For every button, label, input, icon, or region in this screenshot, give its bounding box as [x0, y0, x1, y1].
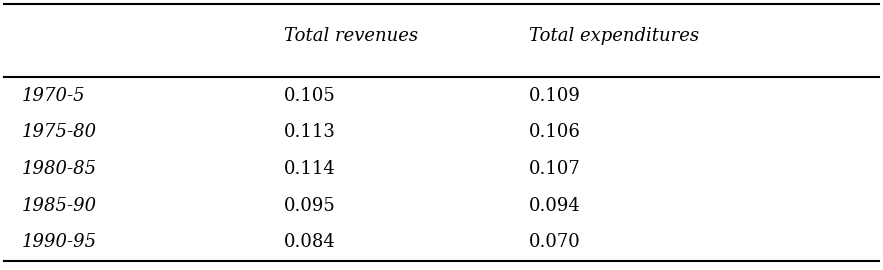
- Text: 0.084: 0.084: [284, 233, 336, 251]
- Text: Total revenues: Total revenues: [284, 26, 419, 45]
- Text: 1990-95: 1990-95: [22, 233, 97, 251]
- Text: 1975-80: 1975-80: [22, 123, 97, 141]
- Text: 0.113: 0.113: [284, 123, 336, 141]
- Text: 1985-90: 1985-90: [22, 197, 97, 215]
- Text: 0.105: 0.105: [284, 87, 336, 105]
- Text: 1980-85: 1980-85: [22, 160, 97, 178]
- Text: 0.109: 0.109: [529, 87, 581, 105]
- Text: 0.114: 0.114: [284, 160, 336, 178]
- Text: 0.106: 0.106: [529, 123, 581, 141]
- Text: 1970-5: 1970-5: [22, 87, 86, 105]
- Text: 0.094: 0.094: [529, 197, 581, 215]
- Text: 0.070: 0.070: [529, 233, 581, 251]
- Text: 0.107: 0.107: [529, 160, 581, 178]
- Text: 0.095: 0.095: [284, 197, 336, 215]
- Text: Total expenditures: Total expenditures: [529, 26, 699, 45]
